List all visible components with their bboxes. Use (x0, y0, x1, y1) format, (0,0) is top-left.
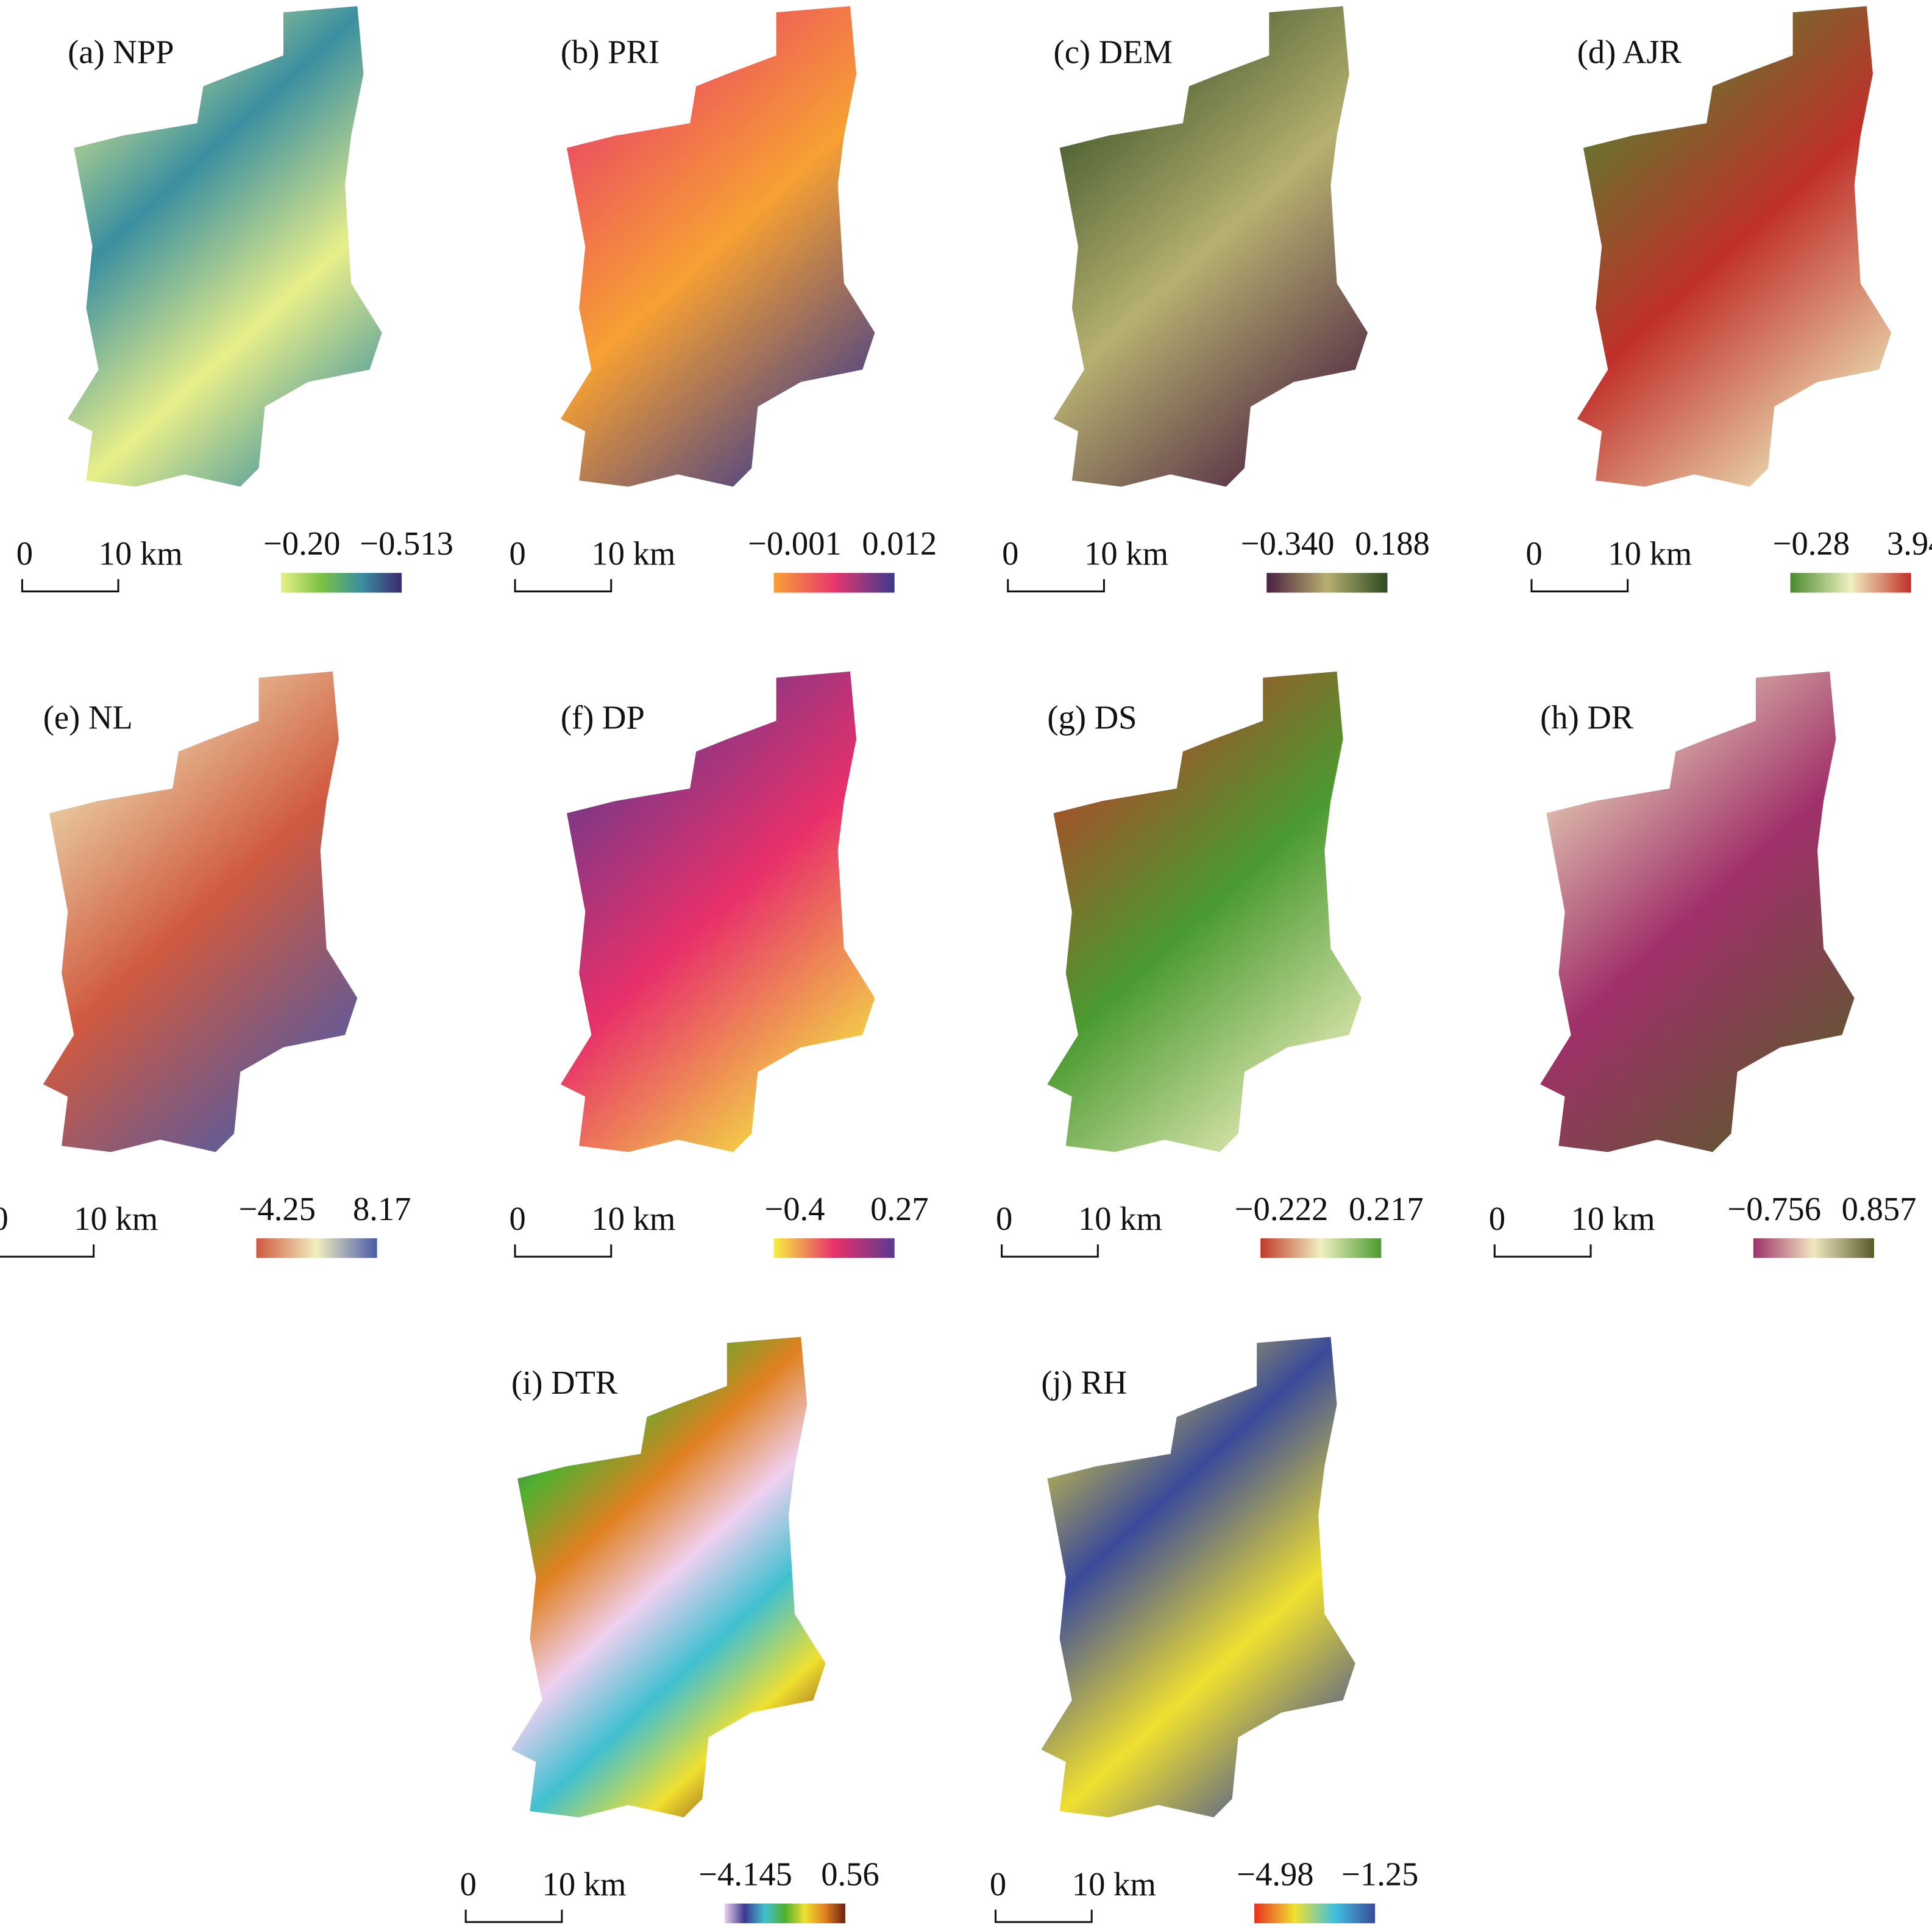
legend-bar (1790, 573, 1911, 593)
scale-end: 10 km (1608, 534, 1692, 572)
scale-start: 0 (460, 1865, 477, 1903)
panel: (i) DTR 0 10 km −4.145 0.56 (460, 1336, 879, 1923)
map-region (1053, 6, 1368, 487)
panel-title: (j) RH (1041, 1364, 1127, 1401)
scale-bar (1493, 1244, 1592, 1258)
legend-max: 0.56 (821, 1856, 879, 1893)
legend-bar (724, 1903, 845, 1923)
panel: (e) NL 0 10 km −4.25 8.17 (0, 671, 411, 1258)
scale-end: 10 km (591, 534, 675, 572)
panel-title: (h) DR (1540, 698, 1634, 736)
scale-end: 10 km (1084, 534, 1168, 572)
legend-min: −0.20 (263, 525, 340, 562)
scale-start: 0 (1002, 534, 1018, 572)
legend-max: 8.17 (353, 1190, 411, 1227)
scale-end: 10 km (1072, 1865, 1156, 1903)
legend-max: 0.188 (1355, 525, 1430, 562)
panel: (f) DP 0 10 km −0.4 0.27 (509, 671, 929, 1258)
legend-bar (773, 573, 895, 593)
scale-end: 10 km (1571, 1200, 1655, 1237)
legend-min: −4.145 (698, 1856, 792, 1893)
scale-bar (995, 1909, 1093, 1923)
scale-bar (514, 579, 613, 592)
scale-start: 0 (990, 1865, 1006, 1903)
panel: (c) DEM 0 10 km −0.340 0.188 (1002, 6, 1430, 593)
legend-max: 0.857 (1842, 1190, 1917, 1227)
legend-bar (773, 1238, 895, 1258)
scale-start: 0 (996, 1200, 1012, 1237)
scale-end: 10 km (99, 534, 183, 572)
panel: (d) AJR 0 10 km −0.28 3.94 (1525, 6, 1932, 593)
map-region (511, 1336, 826, 1818)
map-region (68, 6, 382, 487)
panel-title: (a) NPP (68, 34, 174, 71)
legend-min: −0.340 (1241, 525, 1335, 562)
legend-min: −4.25 (239, 1190, 316, 1227)
legend-min: −0.756 (1727, 1190, 1821, 1227)
scale-end: 10 km (591, 1200, 675, 1237)
scale-end: 10 km (74, 1200, 158, 1237)
scale-start: 0 (1525, 534, 1542, 572)
scale-bar (1001, 1244, 1099, 1258)
scale-end: 10 km (1078, 1200, 1162, 1237)
scale-bar (0, 1244, 95, 1258)
legend-bar (256, 1238, 377, 1258)
scale-end: 10 km (542, 1865, 627, 1903)
legend-max: 0.012 (862, 525, 937, 562)
scale-start: 0 (509, 1200, 525, 1237)
legend-min: −0.222 (1235, 1190, 1329, 1227)
panel: (b) PRI 0 10 km −0.001 0.012 (509, 6, 937, 593)
legend-min: −4.98 (1237, 1856, 1313, 1893)
legend-bar (1254, 1903, 1376, 1923)
map-region (1047, 671, 1362, 1152)
legend-min: −0.4 (764, 1190, 825, 1227)
panel-title: (f) DP (561, 698, 645, 736)
panel-title: (d) AJR (1577, 34, 1682, 71)
panel-title: (g) DS (1047, 698, 1137, 736)
scale-bar (464, 1909, 563, 1923)
map-region (560, 671, 875, 1152)
scale-bar (21, 579, 119, 592)
map-region (560, 6, 875, 487)
legend-bar (1753, 1238, 1874, 1258)
legend-bar (1260, 1238, 1382, 1258)
legend-min: −0.28 (1773, 525, 1850, 562)
panel: (a) NPP 0 10 km −0.20 −0.513 (16, 6, 453, 593)
panel-title: (c) DEM (1054, 34, 1173, 71)
map-region (1540, 671, 1855, 1152)
panel: (g) DS 0 10 km −0.222 0.217 (996, 671, 1424, 1258)
panel: (j) RH 0 10 km −4.98 −1.25 (990, 1336, 1418, 1923)
panel: (h) DR 0 10 km −0.756 0.857 (1489, 671, 1917, 1258)
legend-min: −0.001 (748, 525, 842, 562)
map-region (1041, 1336, 1355, 1818)
legend-bar (1266, 573, 1388, 593)
panel-title: (i) DTR (511, 1364, 618, 1401)
legend-max: 0.27 (870, 1190, 929, 1227)
scale-bar (1007, 579, 1105, 592)
scale-start: 0 (1489, 1200, 1505, 1237)
legend-bar (280, 573, 402, 593)
scale-start: 0 (0, 1200, 9, 1237)
legend-max: 3.94 (1887, 525, 1932, 562)
panel-title: (e) NL (43, 698, 133, 736)
legend-max: −0.513 (360, 525, 453, 562)
scale-bar (1530, 579, 1629, 592)
scale-start: 0 (509, 534, 525, 572)
legend-max: −1.25 (1341, 1856, 1418, 1893)
panel-title: (b) PRI (561, 34, 659, 71)
scale-bar (514, 1244, 613, 1258)
legend-max: 0.217 (1349, 1190, 1424, 1227)
scale-start: 0 (16, 534, 33, 572)
map-region (43, 671, 358, 1152)
map-region (1577, 6, 1892, 487)
